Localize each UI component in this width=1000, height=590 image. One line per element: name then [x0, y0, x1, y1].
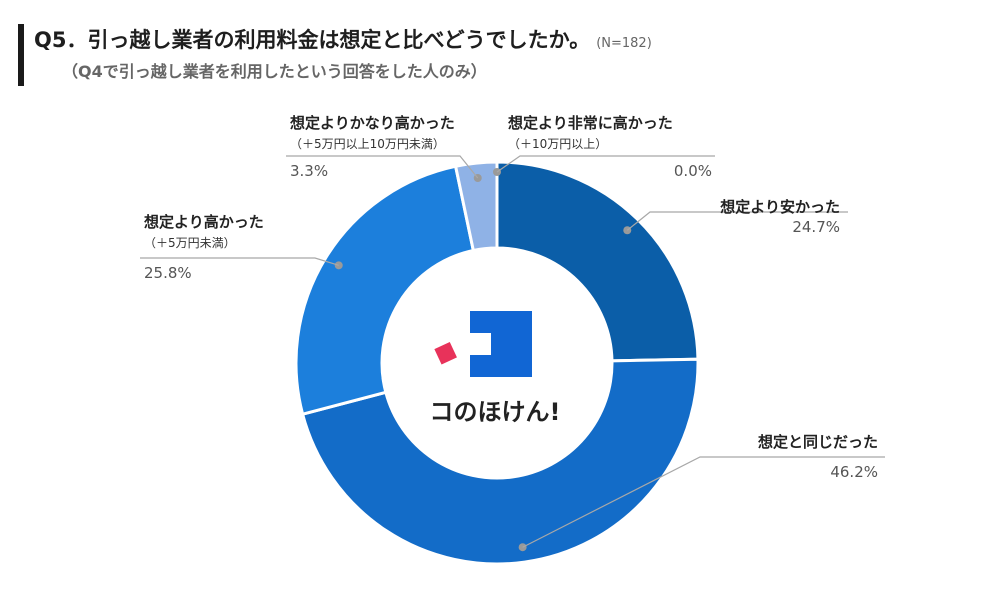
slice-pct-1: 46.2%	[830, 463, 878, 481]
sample-size-label: (N=182)	[596, 36, 652, 51]
slice-pct-2: 25.8%	[144, 264, 192, 282]
slice-label-2: 想定より高かった	[143, 213, 264, 231]
slice-pct-4: 0.0%	[674, 162, 712, 180]
slice-label-0: 想定より安かった	[719, 198, 840, 216]
chart-title: Q5．引っ越し業者の利用料金は想定と比べどうでしたか。 (N=182)	[34, 24, 652, 54]
slice-1	[300, 357, 700, 566]
logo-blue-mark	[470, 311, 532, 377]
slice-label-1: 想定と同じだった	[757, 433, 878, 451]
slice-pct-3: 3.3%	[290, 162, 328, 180]
leader-line-3	[286, 155, 479, 179]
leader-line-2	[140, 257, 339, 266]
leader-line-1	[522, 456, 885, 548]
chart-subtitle: （Q4で引っ越し業者を利用したという回答をした人のみ）	[62, 62, 487, 81]
slices-group	[294, 160, 700, 566]
slice-2	[294, 164, 476, 417]
title-accent-bar	[18, 24, 24, 86]
slice-sublabel-2: （＋5万円未満）	[144, 236, 236, 250]
logo: コのほけん!	[430, 311, 561, 426]
chart-title-text: Q5．引っ越し業者の利用料金は想定と比べどうでしたか。	[34, 28, 591, 52]
labels-group: 想定より安かった 24.7% 想定と同じだった 46.2% 想定より高かった （＋5万円未…	[143, 114, 878, 481]
logo-text: コのほけん!	[430, 398, 561, 426]
logo-red-square	[434, 341, 457, 365]
slice-3	[453, 160, 499, 253]
slice-label-4: 想定より非常に高かった	[507, 114, 673, 132]
slice-sublabel-3: （＋5万円以上10万円未満）	[290, 137, 445, 151]
leader-lines-group	[140, 155, 885, 552]
slice-0	[495, 160, 700, 363]
leader-line-4	[496, 155, 715, 173]
slice-sublabel-4: （＋10万円以上）	[508, 137, 607, 151]
leader-line-0	[626, 211, 848, 231]
slice-label-3: 想定よりかなり高かった	[289, 114, 455, 132]
slice-pct-0: 24.7%	[792, 218, 840, 236]
